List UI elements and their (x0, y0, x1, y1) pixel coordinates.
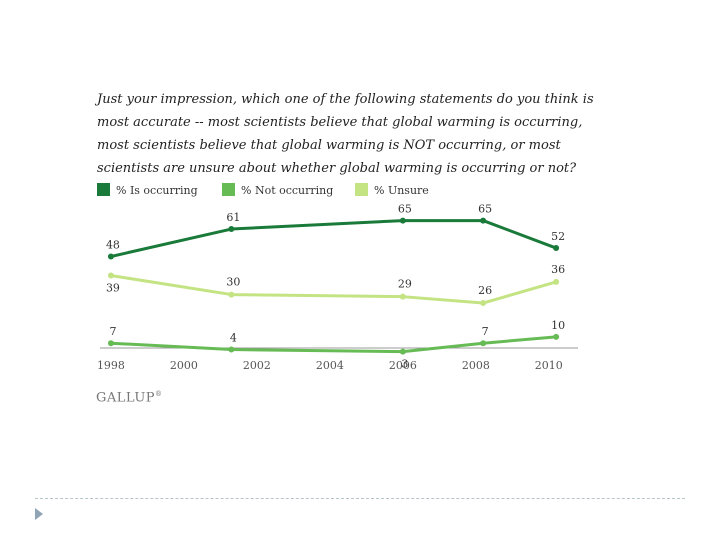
data-label-occurring: 65 (478, 203, 492, 216)
data-point-occurring (107, 253, 114, 260)
series-line-occurring (110, 219, 557, 258)
registered-mark: ® (155, 390, 163, 398)
data-point-unsure (553, 278, 560, 285)
data-point-unsure (228, 291, 235, 298)
data-point-occurring (399, 217, 406, 224)
series-line-not-occurring (110, 335, 557, 354)
legend-item-unsure: % Unsure (355, 183, 429, 197)
data-point-not-occurring (553, 333, 560, 340)
data-label-occurring: 61 (226, 211, 240, 224)
legend-item-not-occurring: % Not occurring (222, 183, 333, 197)
x-tick-label: 2004 (316, 359, 344, 372)
x-tick-label: 2000 (170, 359, 198, 372)
data-point-occurring (553, 245, 560, 252)
gallup-logo: GALLUP® (96, 390, 163, 405)
data-point-not-occurring (228, 346, 235, 353)
data-point-not-occurring (107, 340, 114, 347)
data-label-unsure: 29 (398, 278, 412, 291)
data-point-unsure (480, 300, 487, 307)
x-axis-tick-labels: 1998 2000 2002 2004 2006 2008 2010 (97, 359, 563, 372)
survey-question: Just your impression, which one of the f… (97, 92, 594, 176)
x-tick-label: 1998 (97, 359, 125, 372)
data-label-occurring: 52 (551, 230, 565, 243)
series-layer: 48 61 65 65 52 7 4 3 7 10 39 30 29 26 36 (106, 203, 565, 371)
data-label-occurring: 65 (398, 203, 412, 216)
legend-label-is-occurring: % Is occurring (116, 184, 198, 197)
legend-swatch-is-occurring (97, 183, 110, 196)
line-chart: 1998 2000 2002 2004 2006 2008 2010 48 61 65 65 52 7… (97, 203, 578, 372)
x-tick-label: 2002 (243, 359, 271, 372)
data-point-occurring (480, 217, 487, 224)
data-label-unsure: 26 (478, 284, 492, 297)
data-label-occurring: 48 (106, 239, 120, 252)
data-label-not-occurring: 7 (482, 325, 489, 338)
legend-swatch-not-occurring (222, 183, 235, 196)
slide-divider (35, 498, 685, 499)
gallup-logo-text: GALLUP (96, 390, 156, 406)
data-label-not-occurring: 3 (401, 358, 408, 371)
data-point-unsure (107, 272, 114, 279)
data-point-not-occurring (399, 348, 406, 355)
legend-label-not-occurring: % Not occurring (241, 184, 334, 197)
x-tick-label: 2010 (535, 359, 563, 372)
x-tick-label: 2008 (462, 359, 490, 372)
legend-swatch-unsure (355, 183, 368, 196)
data-label-not-occurring: 4 (230, 332, 237, 345)
data-point-occurring (228, 226, 235, 233)
triangle-bullet-icon (35, 508, 43, 520)
legend-label-unsure: % Unsure (374, 184, 429, 197)
data-label-not-occurring: 10 (551, 319, 565, 332)
x-tick-label: 2006 (389, 359, 417, 372)
data-point-not-occurring (480, 340, 487, 347)
data-point-unsure (399, 293, 406, 300)
legend-item-is-occurring: % Is occurring (97, 183, 198, 197)
data-label-unsure: 36 (551, 263, 565, 276)
data-label-not-occurring: 7 (109, 325, 116, 338)
data-label-unsure: 30 (226, 276, 240, 289)
data-label-unsure: 39 (106, 282, 120, 295)
